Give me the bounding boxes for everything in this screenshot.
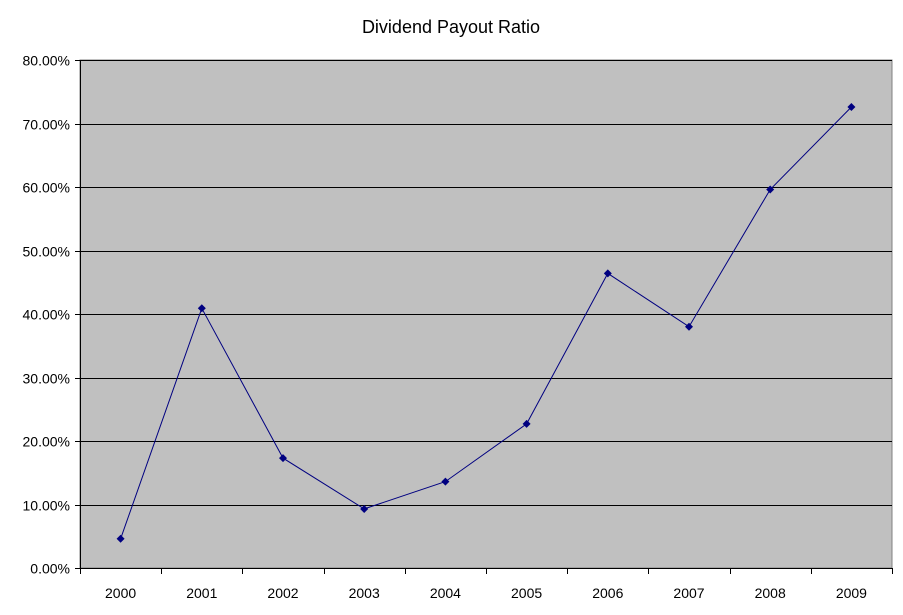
data-point [360, 504, 369, 513]
y-tick-label: 0.00% [30, 561, 70, 577]
y-tick-label: 60.00% [23, 180, 70, 196]
data-point [116, 534, 125, 543]
y-tick-label: 20.00% [23, 434, 70, 450]
x-tick-label: 2004 [430, 585, 461, 601]
x-tick-label: 2008 [755, 585, 786, 601]
series-group [116, 102, 856, 543]
data-point [685, 322, 693, 331]
data-point [603, 269, 612, 278]
data-point [766, 185, 775, 194]
y-tick-label: 10.00% [23, 498, 70, 514]
x-tick-label: 2007 [673, 585, 704, 601]
x-tick-label: 2009 [836, 585, 867, 601]
x-tick-label: 2001 [186, 585, 217, 601]
x-tick-label: 2006 [592, 585, 623, 601]
data-point [522, 419, 531, 428]
series-line [120, 106, 852, 539]
x-axis: 2000 2001 2002 2003 2004 2005 2006 2007 2008 2009 [80, 568, 893, 601]
y-tick-label: 70.00% [23, 117, 70, 133]
data-point [441, 477, 450, 486]
y-tick-label: 50.00% [23, 244, 70, 260]
data-point [847, 102, 856, 111]
data-point [279, 454, 287, 463]
gridlines [80, 60, 892, 506]
x-tick-label: 2003 [349, 585, 380, 601]
y-tick-label: 30.00% [23, 371, 70, 387]
x-tick-label: 2002 [267, 585, 298, 601]
chart-title: Dividend Payout Ratio [362, 17, 540, 37]
y-axis: 0.00% 10.00% 20.00% 30.00% 40.00% 50.00% 60.00… [23, 53, 81, 577]
data-point [197, 304, 206, 313]
x-tick-label: 2005 [511, 585, 542, 601]
y-tick-label: 80.00% [23, 53, 70, 69]
x-tick-label: 2000 [105, 585, 136, 601]
y-tick-label: 40.00% [23, 307, 70, 323]
